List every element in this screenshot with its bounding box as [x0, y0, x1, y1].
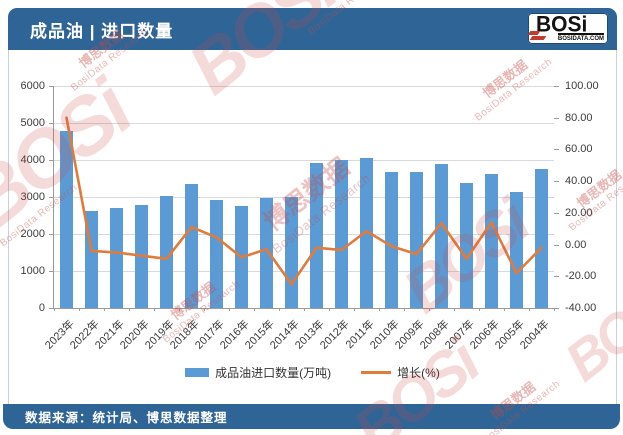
x-axis-tick	[379, 308, 380, 311]
y-left-tick-label: 4000	[20, 154, 45, 166]
legend-item-line: 增长(%)	[361, 364, 440, 381]
import-volume-bar	[385, 172, 398, 308]
y-left-tick	[49, 271, 54, 272]
y-right-tick-label: 20.00	[565, 206, 593, 219]
gridline	[54, 160, 554, 161]
x-axis-tick	[154, 308, 155, 311]
y-right-tick-label: -40.00	[565, 302, 597, 314]
growth-line-layer	[65, 116, 543, 286]
x-axis-tick	[104, 308, 105, 311]
x-axis-tick	[279, 308, 280, 311]
y-right-tick	[554, 149, 559, 151]
y-axis-left: 0 1000 2000 3000 4000 5000 6000	[9, 80, 47, 314]
import-volume-bar	[335, 160, 348, 308]
y-left-tick-label: 0	[38, 302, 45, 314]
import-volume-bar	[510, 192, 523, 308]
y-left-tick-label: 3000	[20, 191, 45, 203]
y-right-tick-label: -20.00	[565, 270, 597, 283]
import-volume-bar	[210, 199, 223, 308]
gridline	[54, 197, 554, 198]
y-right-tick	[554, 212, 559, 214]
y-left-tick	[49, 160, 54, 161]
import-volume-bar	[485, 173, 498, 308]
y-axis-right: -40.00 -20.00 0.00 20.00 40.00 60.00 80.00 100.…	[561, 80, 613, 314]
x-axis-tick	[354, 308, 355, 311]
y-left-tick	[49, 308, 54, 309]
line-series-label: 增长(%)	[397, 366, 440, 380]
x-axis-tick	[454, 308, 455, 311]
growth-line	[65, 116, 543, 286]
y-right-tick-label: 60.00	[565, 143, 593, 156]
x-axis-tick	[304, 308, 305, 311]
y-right-tick	[554, 276, 559, 278]
gridline	[54, 86, 554, 87]
x-axis-tick	[504, 308, 505, 311]
footer-bar: 数据来源：统计局、博思数据整理	[3, 404, 620, 429]
y-right-tick	[554, 181, 559, 183]
y-left-tick-label: 5000	[20, 117, 45, 129]
import-volume-bar	[535, 168, 548, 308]
bar-series-swatch	[185, 368, 210, 377]
import-volume-bar	[310, 162, 323, 308]
chart-legend: 成品油进口数量(万吨) 增长(%)	[9, 364, 616, 381]
y-right-tick	[554, 308, 559, 309]
data-source-text: 数据来源：统计局、博思数据整理	[25, 411, 228, 425]
import-volume-bar	[60, 131, 73, 308]
x-axis-tick	[254, 308, 255, 311]
import-volume-bar	[110, 208, 123, 308]
x-axis-tick	[129, 308, 130, 311]
x-axis-tick	[54, 308, 55, 311]
y-right-tick	[554, 86, 559, 87]
x-axis-tick	[229, 308, 230, 311]
logo-stripe-icon	[529, 36, 547, 40]
y-left-tick-label: 1000	[20, 265, 45, 277]
import-volume-bar	[185, 183, 198, 308]
x-axis-tick	[554, 308, 555, 311]
y-left-tick-label: 6000	[20, 80, 45, 92]
legend-item-bars: 成品油进口数量(万吨)	[185, 364, 331, 381]
gridline	[54, 271, 554, 272]
import-volume-bar	[435, 164, 448, 308]
import-volume-bar	[160, 195, 173, 308]
import-volume-bar	[360, 157, 373, 308]
line-series-swatch	[361, 371, 392, 374]
import-volume-bar	[260, 197, 273, 308]
y-right-tick	[554, 117, 559, 119]
bosi-logo-domain: BOSIDATA.COM	[557, 33, 604, 42]
x-axis-tick	[329, 308, 330, 311]
gridline	[54, 123, 554, 124]
y-right-tick-label: 0.00	[565, 238, 587, 251]
page-title: 成品油 | 进口数量	[30, 21, 174, 41]
y-right-tick-label: 100.00	[565, 80, 599, 92]
y-right-tick	[554, 244, 559, 246]
x-axis-tick	[479, 308, 480, 311]
y-left-tick	[49, 234, 54, 235]
y-left-tick	[49, 197, 54, 198]
y-right-tick-label: 40.00	[565, 175, 593, 188]
y-left-tick	[49, 123, 54, 124]
chart-container: 0 1000 2000 3000 4000 5000 6000 -40.00 -20.00 0.…	[8, 50, 617, 404]
x-axis-tick	[404, 308, 405, 311]
bosi-logo: BOSi BOSIDATA.COM	[528, 13, 608, 44]
x-axis-tick	[429, 308, 430, 311]
y-left-tick	[49, 86, 54, 87]
import-volume-bar	[460, 182, 473, 308]
y-right-tick-label: 80.00	[565, 111, 593, 124]
x-axis-tick	[204, 308, 205, 311]
x-axis-tick	[529, 308, 530, 311]
y-left-tick-label: 2000	[20, 228, 45, 240]
plot-area	[49, 86, 559, 311]
x-axis-labels: 2023年 2022年 2021年 2020年 2019年 2018年 2017年 2016年…	[43, 310, 553, 362]
bar-series-label: 成品油进口数量(万吨)	[215, 366, 332, 380]
x-axis-tick	[179, 308, 180, 311]
gridline	[54, 234, 554, 235]
header-bar: 成品油 | 进口数量 BOSi BOSIDATA.COM	[8, 8, 617, 50]
import-volume-bar	[410, 171, 423, 308]
x-axis-tick	[79, 308, 80, 311]
bosi-logo-text: BOSi	[536, 13, 588, 37]
